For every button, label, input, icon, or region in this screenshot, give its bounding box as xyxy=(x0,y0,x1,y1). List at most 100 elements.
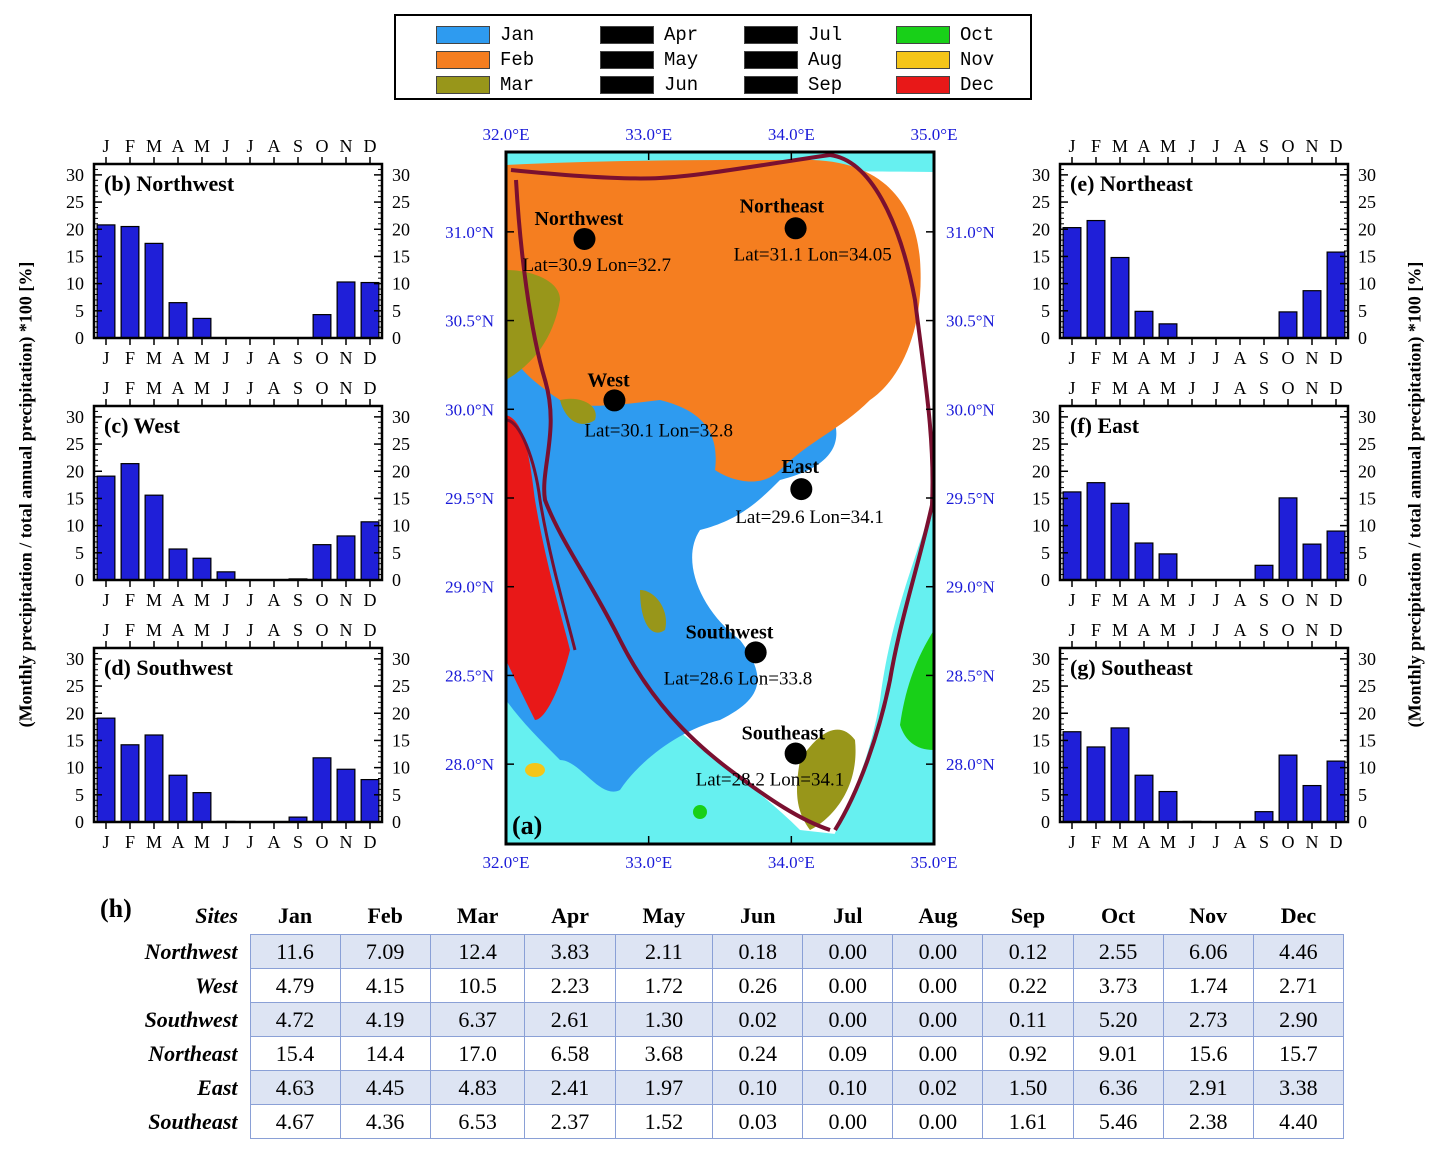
x-tick-label: S xyxy=(293,590,303,610)
table-cell: 4.46 xyxy=(1252,934,1345,969)
y-tick-label: 0 xyxy=(392,328,401,348)
bar xyxy=(1278,754,1298,823)
x-tick-label: M xyxy=(1112,348,1128,368)
y-tick-label: 10 xyxy=(1032,516,1050,536)
x-tick-label: J xyxy=(246,590,253,610)
table-cell: 2.37 xyxy=(524,1104,616,1139)
bar xyxy=(120,463,140,581)
legend-label: May xyxy=(664,49,699,71)
y-tick-label: 20 xyxy=(66,219,84,239)
site-marker xyxy=(790,478,813,501)
x-tick-label: N xyxy=(1306,620,1319,640)
table-cell: 2.38 xyxy=(1162,1104,1254,1139)
map-content xyxy=(506,152,934,844)
legend-label: Aug xyxy=(808,49,843,71)
legend-item-mar: Mar xyxy=(436,74,534,96)
table-cell: 1.50 xyxy=(982,1070,1074,1105)
y-tick-label: 5 xyxy=(75,785,84,805)
bar xyxy=(1158,323,1178,339)
legend-swatch xyxy=(744,76,798,94)
y-tick-label: 20 xyxy=(1358,703,1376,723)
x-tick-label: J xyxy=(1068,378,1075,398)
table-cell: 0.00 xyxy=(892,968,984,1003)
site-marker xyxy=(784,742,807,765)
table-cell: 4.67 xyxy=(249,1104,341,1139)
panel-name: Northwest xyxy=(136,171,234,196)
table-cell: 0.92 xyxy=(982,1036,1074,1071)
y-tick-label: 0 xyxy=(1358,328,1367,348)
x-tick-label: A xyxy=(172,378,185,398)
lat-tick-label: 29.5°N xyxy=(445,489,494,508)
bar xyxy=(120,225,140,339)
x-tick-label: J xyxy=(1188,590,1195,610)
bar xyxy=(1062,731,1082,823)
bar xyxy=(168,548,188,581)
table-cell: 0.18 xyxy=(712,934,804,969)
bar xyxy=(144,494,164,581)
y-tick-label: 15 xyxy=(66,246,84,266)
y-tick-label: 30 xyxy=(392,649,410,669)
y-tick-label: 25 xyxy=(1358,434,1376,454)
x-tick-label: F xyxy=(1091,832,1101,852)
table-cell: 0.00 xyxy=(802,934,894,969)
table-cell: 3.38 xyxy=(1252,1070,1345,1105)
legend-item-nov: Nov xyxy=(896,49,994,71)
x-tick-label: J xyxy=(102,378,109,398)
y-tick-label: 25 xyxy=(1358,192,1376,212)
site-marker xyxy=(573,227,596,250)
x-tick-label: S xyxy=(1259,832,1269,852)
x-tick-label: A xyxy=(1138,348,1151,368)
legend-swatch xyxy=(600,76,654,94)
y-tick-label: 25 xyxy=(1358,676,1376,696)
lat-tick-label: 31.0°N xyxy=(946,223,995,242)
bar xyxy=(120,744,140,823)
y-tick-label: 20 xyxy=(66,461,84,481)
x-tick-label: J xyxy=(1188,832,1195,852)
y-tick-label: 30 xyxy=(392,165,410,185)
x-tick-label: S xyxy=(293,832,303,852)
table-cell: 0.09 xyxy=(802,1036,894,1071)
legend-item-oct: Oct xyxy=(896,24,994,46)
bar xyxy=(336,768,356,823)
x-tick-label: N xyxy=(1306,832,1319,852)
month-legend: Jan Feb Mar Apr May Jun Jul Aug Sep Oct Nov Dec xyxy=(394,14,1032,100)
x-tick-label: J xyxy=(222,832,229,852)
bar xyxy=(360,778,380,823)
x-tick-label: A xyxy=(268,348,281,368)
x-tick-label: J xyxy=(246,348,253,368)
lon-tick-label: 32.0°E xyxy=(483,853,530,872)
legend-label: Dec xyxy=(960,74,995,96)
bar xyxy=(1302,290,1322,339)
x-tick-label: J xyxy=(222,348,229,368)
column-header-sites: Sites xyxy=(195,903,238,929)
lon-tick-label: 34.0°E xyxy=(768,125,815,144)
x-tick-label: D xyxy=(364,136,377,156)
bar xyxy=(1254,564,1274,581)
y-tick-label: 15 xyxy=(1358,246,1376,266)
bar xyxy=(1110,727,1130,823)
panel-name: Southeast xyxy=(1101,655,1193,680)
y-tick-label: 25 xyxy=(66,676,84,696)
panel-name: West xyxy=(134,413,181,438)
x-tick-label: M xyxy=(194,620,210,640)
bar xyxy=(1278,311,1298,339)
table-row: Southeast 4.67 4.36 6.53 2.37 1.52 0.03 0.00 0.0… xyxy=(98,1104,1345,1139)
x-tick-label: D xyxy=(364,348,377,368)
x-tick-label: O xyxy=(316,378,329,398)
table-cell: 4.83 xyxy=(429,1070,526,1105)
region-oct xyxy=(693,805,707,819)
legend-swatch xyxy=(436,26,490,44)
legend-swatch xyxy=(600,51,654,69)
x-tick-label: O xyxy=(1282,620,1295,640)
table-cell: 1.52 xyxy=(614,1104,714,1139)
x-tick-label: D xyxy=(364,832,377,852)
table-cell: 0.26 xyxy=(712,968,804,1003)
x-tick-label: J xyxy=(1212,590,1219,610)
y-tick-label: 10 xyxy=(1358,274,1376,294)
site-coord: Lat=30.9 Lon=32.7 xyxy=(522,255,671,276)
x-tick-label: A xyxy=(1138,832,1151,852)
y-tick-label: 10 xyxy=(392,516,410,536)
legend-item-feb: Feb xyxy=(436,49,534,71)
x-tick-label: A xyxy=(1138,136,1151,156)
